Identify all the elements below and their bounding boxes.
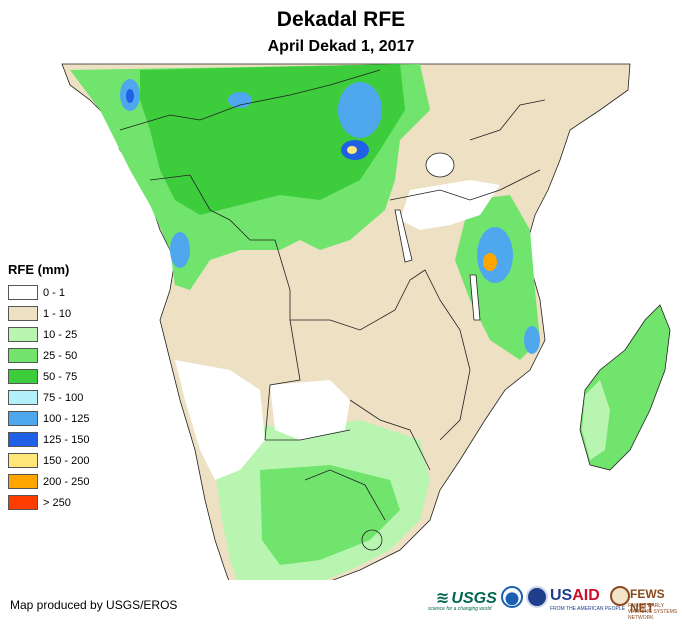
legend-label: 25 - 50 — [43, 349, 78, 362]
usgs-wave-icon: ≋ — [436, 590, 450, 607]
legend-item: 150 - 200 — [8, 450, 128, 471]
heavy-rain-car — [228, 92, 252, 108]
dry-zone-botswana — [270, 380, 350, 440]
usgs-tagline: science for a changing world — [428, 606, 492, 612]
map-title: Dekadal RFE — [276, 8, 406, 31]
fews-seal-icon — [610, 586, 630, 606]
noaa-logo-icon — [501, 586, 523, 608]
lake-victoria — [425, 152, 455, 178]
legend-item: 125 - 150 — [8, 429, 128, 450]
heavy-rain-drc-north — [338, 82, 382, 138]
legend-label: 1 - 10 — [43, 307, 72, 320]
heavy-rain-gabon — [170, 232, 190, 268]
legend-swatch — [8, 306, 38, 321]
logos: ≋ USGS science for a changing world USAID… — [428, 584, 678, 621]
country-borders — [119, 69, 546, 551]
heavy-rain-drc-yellow — [347, 146, 357, 154]
heavy-rain-tanzania — [477, 227, 513, 283]
lake-tanganyika — [394, 209, 413, 263]
legend-item: 10 - 25 — [8, 324, 128, 345]
legend-title: RFE (mm) — [8, 262, 70, 277]
legend-item: 100 - 125 — [8, 408, 128, 429]
lake-malawi — [469, 274, 481, 321]
legend-item: 1 - 10 — [8, 303, 128, 324]
heavy-rain-tanzania-core — [483, 253, 497, 271]
legend-item: 200 - 250 — [8, 471, 128, 492]
dry-zone-southwest — [175, 360, 265, 480]
legend-swatch — [8, 369, 38, 384]
wet-zone-core — [140, 64, 405, 215]
legend-swatch — [8, 285, 38, 300]
map-subtitle: April Dekad 1, 2017 — [267, 38, 415, 55]
legend-swatch — [8, 432, 38, 447]
legend-swatch — [8, 474, 38, 489]
legend-swatch — [8, 348, 38, 363]
legend-label: > 250 — [43, 496, 71, 509]
usgs-logo: ≋ USGS — [436, 588, 497, 608]
legend-label: 50 - 75 — [43, 370, 78, 383]
legend-item: > 250 — [8, 492, 128, 513]
legend-label: 75 - 100 — [43, 391, 84, 404]
legend-label: 0 - 1 — [43, 286, 66, 299]
usaid-logo-us: US — [550, 587, 573, 604]
heavy-rain-cameroon-core — [126, 89, 134, 103]
rainfall-map — [61, 63, 671, 580]
usaid-seal-icon — [526, 586, 548, 608]
legend-label: 150 - 200 — [43, 454, 90, 467]
legend-swatch — [8, 453, 38, 468]
legend-swatch — [8, 411, 38, 426]
legend-swatch — [8, 495, 38, 510]
legend-label: 200 - 250 — [43, 475, 90, 488]
legend-items: 0 - 1 1 - 10 10 - 25 25 - 50 50 - 75 75 - 100… — [8, 282, 128, 513]
legend-swatch — [8, 327, 38, 342]
legend-item: 25 - 50 — [8, 345, 128, 366]
fews-net-logo: FEWS NET — [630, 587, 665, 615]
legend-item: 0 - 1 — [8, 282, 128, 303]
heavy-rain-mozambique — [524, 326, 540, 354]
legend-label: 100 - 125 — [43, 412, 90, 425]
usaid-logo-aid: AID — [572, 587, 600, 604]
legend-label: 125 - 150 — [43, 433, 90, 446]
legend-label: 10 - 25 — [43, 328, 78, 341]
usaid-tagline: FROM THE AMERICAN PEOPLE — [550, 606, 625, 612]
dry-zone-east — [400, 180, 500, 230]
legend-item: 75 - 100 — [8, 387, 128, 408]
usgs-logo-text: USGS — [451, 590, 497, 607]
legend-item: 50 - 75 — [8, 366, 128, 387]
fews-net-tagline: FAMINE EARLY WARNING SYSTEMS NETWORK — [628, 603, 678, 621]
legend-swatch — [8, 390, 38, 405]
usaid-logo: USAID — [550, 587, 600, 605]
legend: RFE (mm) 0 - 1 1 - 10 10 - 25 25 - 50 50 - 7… — [8, 262, 128, 513]
wet-zone-southern-inner — [260, 465, 400, 565]
map-credit: Map produced by USGS/EROS — [10, 598, 178, 612]
madagascar-west-dry — [582, 380, 610, 460]
